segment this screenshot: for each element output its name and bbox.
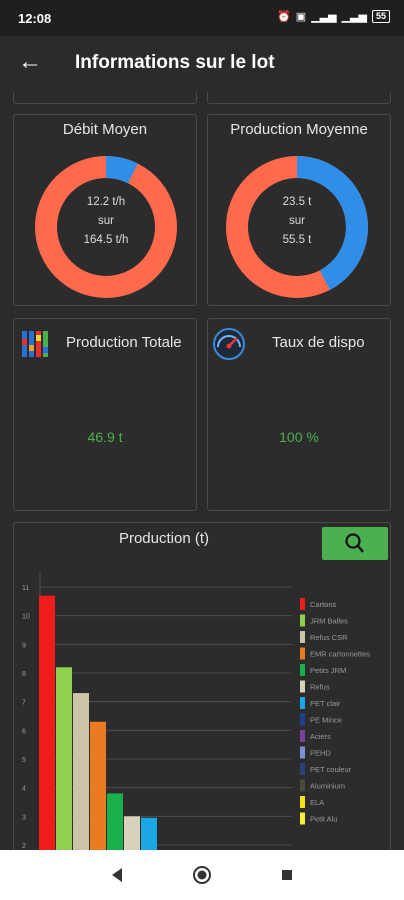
legend-label: Aciers [310, 732, 331, 741]
nav-recents-icon[interactable] [278, 865, 296, 885]
production-max: 55.5 t [282, 234, 312, 246]
sim-icon: ▣ [295, 11, 307, 23]
production-chart-card: Production (t) 2 3 4 5 6 7 8 9 10 11 Cartons JRM Ba… [13, 522, 391, 850]
legend-swatch [300, 614, 305, 627]
taux-dispo-title: Taux de dispo [272, 334, 365, 351]
search-button[interactable] [322, 527, 388, 560]
chart-title: Production (t) [118, 530, 210, 547]
y-tick-label: 9 [22, 642, 26, 649]
signal-icon: ▁▃▅ [311, 11, 337, 23]
app-bar: ← Informations sur le lot [0, 36, 404, 92]
y-tick-label: 11 [22, 585, 29, 592]
legend-label: EMR cartonnettes [310, 650, 370, 659]
legend-swatch [300, 713, 305, 726]
legend-swatch [300, 664, 305, 676]
production-totale-title: Production Totale [66, 334, 182, 351]
legend-label: Aluminium [310, 782, 345, 791]
nav-home-icon[interactable] [192, 865, 212, 885]
status-bar: 12:08 ⏰ ▣ ▁▃▅ ▁▃▅ 55 [0, 0, 404, 36]
battery-icon: 55 [371, 10, 390, 23]
legend-label: Cartons [310, 600, 337, 609]
y-tick-label: 2 [22, 843, 26, 850]
previous-card-left [13, 92, 197, 104]
y-tick-label: 6 [22, 728, 26, 735]
alarm-icon: ⏰ [277, 11, 291, 23]
debit-current: 12.2 t/h [86, 196, 126, 208]
debit-donut-part [35, 156, 177, 298]
debit-donut [35, 156, 177, 298]
legend-label: Petits JRM [310, 666, 346, 675]
search-icon [345, 533, 364, 553]
bar [73, 693, 89, 850]
back-arrow-icon[interactable]: ← [18, 48, 42, 75]
production-donut [226, 156, 368, 298]
legend-label: Refus CSR [310, 633, 348, 642]
legend-label: PE Mince [310, 716, 342, 725]
y-tick-label: 5 [22, 757, 26, 764]
debit-max: 164.5 t/h [83, 234, 129, 246]
legend-label: Petit Alu [310, 815, 338, 824]
taux-dispo-card: Taux de dispo 100 % [207, 318, 391, 511]
legend-swatch [300, 647, 305, 660]
status-time: 12:08 [18, 11, 52, 26]
y-tick-label: 8 [22, 671, 26, 678]
y-tick-label: 10 [22, 614, 30, 621]
y-tick-label: 7 [22, 700, 26, 707]
taux-dispo-value: 100 % [279, 429, 319, 445]
signal-2-icon: ▁▃▅ [341, 11, 367, 23]
legend-label: JRM Balles [310, 617, 348, 626]
bar [124, 816, 140, 850]
legend-swatch [300, 746, 305, 759]
bar-chart-icon [22, 331, 48, 357]
legend-swatch [300, 680, 305, 693]
legend-label: ELA [310, 798, 324, 807]
production-sur: sur [289, 215, 305, 227]
production-totale-card: Production Totale 46.9 t [13, 318, 197, 511]
system-nav-bar [0, 850, 404, 900]
legend-label: PET clair [310, 699, 341, 708]
gauge-icon [213, 328, 245, 360]
production-bar-chart: 2 3 4 5 6 7 8 9 10 11 Cartons JRM Balles Refus CSR EM… [22, 571, 370, 850]
production-moyenne-title: Production Moyenne [230, 121, 368, 138]
production-moyenne-card: Production Moyenne 23.5 t sur 55.5 t [207, 114, 391, 306]
legend-swatch [300, 779, 305, 792]
y-tick-label: 3 [22, 814, 26, 821]
legend-swatch [300, 730, 305, 742]
page-title: Informations sur le lot [75, 52, 275, 73]
bar [107, 793, 123, 850]
y-tick-label: 4 [22, 786, 26, 793]
legend-swatch [300, 812, 305, 825]
debit-moyen-title: Débit Moyen [62, 121, 148, 138]
debit-moyen-card: Débit Moyen 12.2 t/h sur 164.5 t/h [13, 114, 197, 306]
debit-center-text: 12.2 t/h sur 164.5 t/h [34, 193, 178, 250]
legend-swatch [300, 697, 305, 709]
bar [39, 595, 55, 850]
previous-card-right [207, 92, 391, 104]
legend-swatch [300, 631, 305, 643]
bar [56, 667, 72, 850]
bar [90, 721, 106, 850]
nav-back-icon[interactable] [109, 865, 125, 885]
legend-label: Refus [310, 683, 330, 692]
debit-sur: sur [98, 215, 114, 227]
legend-swatch [300, 598, 305, 610]
production-totale-value: 46.9 t [87, 429, 123, 445]
production-center-text: 23.5 t sur 55.5 t [225, 193, 369, 250]
status-icons: ⏰ ▣ ▁▃▅ ▁▃▅ 55 [277, 10, 390, 23]
scroll-content[interactable]: Débit Moyen 12.2 t/h sur 164.5 t/h Produ… [0, 92, 404, 850]
bar [141, 817, 157, 850]
legend-swatch [300, 796, 305, 808]
production-donut-part [226, 156, 368, 298]
production-current: 23.5 t [282, 196, 312, 208]
legend-label: PET couleur [310, 765, 352, 774]
legend-label: PEHD [310, 749, 331, 758]
legend-swatch [300, 763, 305, 775]
